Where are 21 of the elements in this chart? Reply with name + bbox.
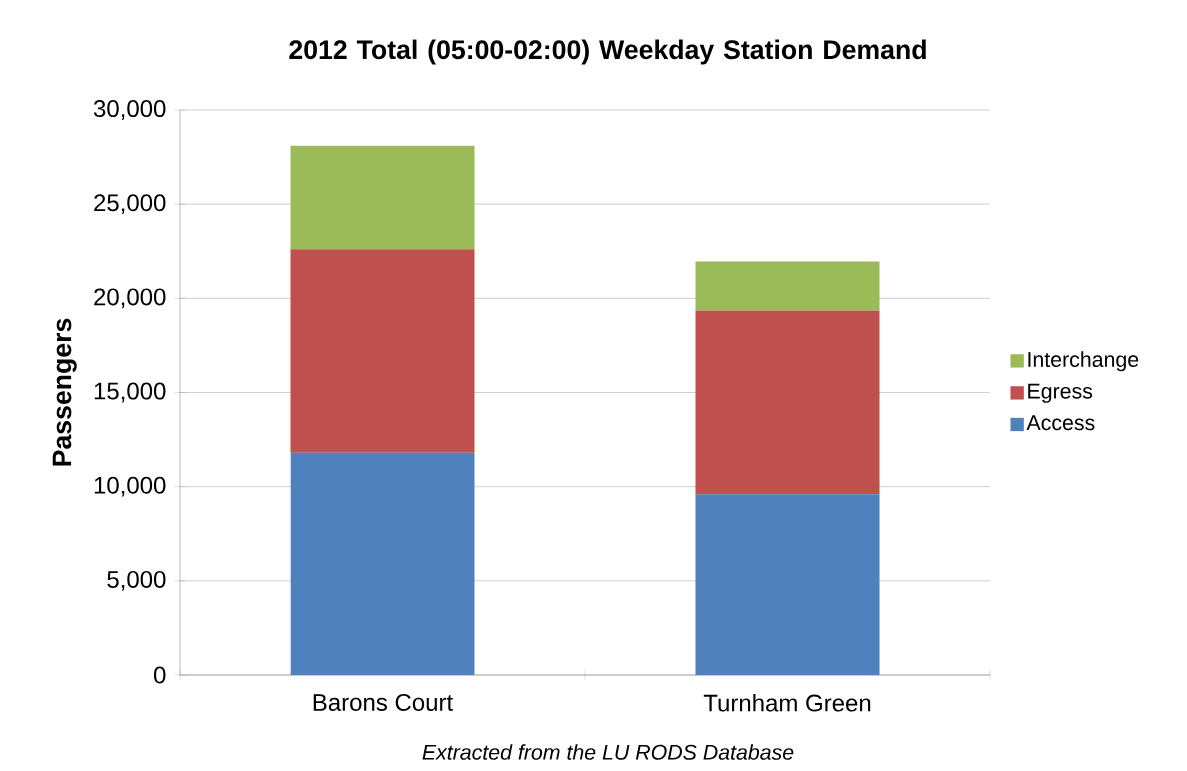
legend-label: Access	[1026, 415, 1095, 431]
bar	[290, 452, 475, 675]
y-axis-title: Passengers	[52, 318, 77, 466]
legend-label: Interchange	[1028, 351, 1139, 372]
chart-title: 2012 Total (05:00-02:00) Weekday Station Demand	[289, 39, 926, 65]
y-tick-label: 25,000	[94, 194, 166, 215]
text: Extracted from the LU RODS Database	[422, 744, 794, 760]
bar	[695, 261, 880, 311]
bar	[290, 249, 475, 453]
legend-label: Egress	[1028, 383, 1093, 403]
y-tick-label: 15,000	[94, 382, 166, 403]
x-tick-label: Barons Court	[313, 693, 453, 711]
y-tick-label: 10,000	[94, 476, 166, 497]
bar	[695, 310, 880, 495]
x-tick-label: Turnham Green	[703, 693, 871, 712]
y-tick-label: 5,000	[107, 570, 166, 591]
y-tick-label: 20,000	[94, 288, 166, 309]
bar	[695, 494, 880, 675]
y-tick-label: 0	[154, 666, 166, 684]
y-tick-label: 30,000	[93, 100, 166, 120]
bar	[290, 145, 475, 250]
